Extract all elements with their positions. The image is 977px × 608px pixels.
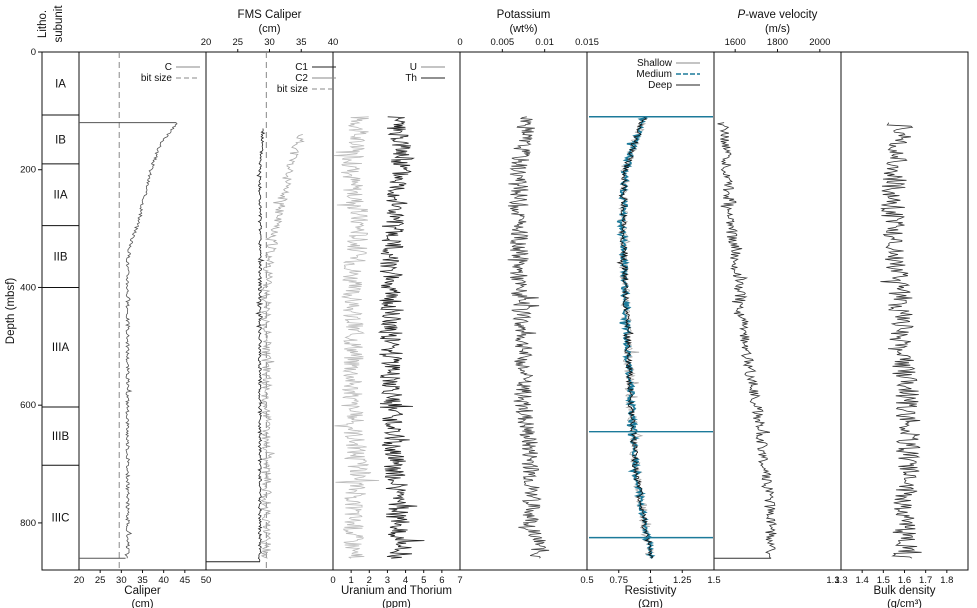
bottom-tick-label: 1.6 bbox=[898, 575, 911, 586]
legend-label-1: C1 bbox=[295, 62, 308, 73]
vp-curve bbox=[717, 122, 778, 559]
top-axis-unit-5: (m/s) bbox=[765, 23, 790, 35]
labels-layer: Depth (mbsf)Litho. subunitCaliper(cm)FMS … bbox=[5, 5, 936, 608]
legend-label-2: U bbox=[410, 62, 417, 73]
litho-unit-label: IIB bbox=[53, 252, 67, 264]
top-tick-label: 0.01 bbox=[535, 37, 554, 48]
bottom-tick-label: 1.3 bbox=[834, 575, 847, 586]
top-axis-title-3: Potassium bbox=[497, 9, 551, 21]
extra-tick-label: 50 bbox=[201, 575, 212, 586]
legend-label-4: Medium bbox=[636, 69, 672, 80]
litho-unit-label: IIIA bbox=[52, 342, 70, 354]
top-tick-label: 25 bbox=[232, 37, 243, 48]
caliper-curve bbox=[124, 122, 178, 559]
bottom-axis-unit-0: (cm) bbox=[132, 598, 154, 608]
plot-frame bbox=[41, 51, 969, 571]
fms-c1-curve bbox=[255, 128, 266, 562]
bottom-tick-label: 0 bbox=[330, 575, 335, 586]
depth-tick-label: 200 bbox=[20, 165, 36, 176]
legend-label-1: C2 bbox=[295, 73, 308, 84]
bottom-tick-label: 1.4 bbox=[856, 575, 869, 586]
litho-unit-label: IIA bbox=[53, 190, 67, 202]
top-tick-label: 2000 bbox=[809, 37, 830, 48]
depth-tick-label: 800 bbox=[20, 518, 36, 529]
bottom-axis-title-4: Resistivity bbox=[625, 585, 677, 597]
top-axis-unit-3: (wt%) bbox=[509, 23, 537, 35]
litho-unit-label: IIIC bbox=[52, 513, 70, 525]
depth-tick-label: 400 bbox=[20, 282, 36, 293]
bottom-tick-label: 1 bbox=[648, 575, 653, 586]
bottom-tick-label: 4 bbox=[403, 575, 408, 586]
top-tick-label: 1600 bbox=[725, 37, 746, 48]
bottom-tick-label: 5 bbox=[421, 575, 426, 586]
extra-tick-label: 1.3 bbox=[826, 575, 839, 586]
bottom-axis-unit-4: (Ωm) bbox=[638, 598, 663, 608]
litho-column: IA IB IIA IIB IIIA IIIB IIIC bbox=[42, 78, 79, 525]
resistivity-deep-curve bbox=[616, 116, 654, 559]
legend-label-4: Deep bbox=[648, 80, 672, 91]
legend-label-4: Shallow bbox=[637, 58, 673, 69]
top-tick-label: 40 bbox=[328, 37, 339, 48]
top-tick-label: 0.015 bbox=[575, 37, 599, 48]
fms-c2-curve bbox=[258, 134, 305, 559]
bottom-tick-label: 0.75 bbox=[610, 575, 629, 586]
top-axis-unit-1: (cm) bbox=[259, 23, 281, 35]
bottom-tick-label: 3 bbox=[385, 575, 390, 586]
bottom-tick-label: 25 bbox=[95, 575, 106, 586]
curves-layer bbox=[79, 52, 922, 570]
bottom-axis-unit-6: (g/cm³) bbox=[887, 598, 922, 608]
depth-tick-label: 600 bbox=[20, 400, 36, 411]
bottom-axis-unit-2: (ppm) bbox=[382, 598, 411, 608]
resistivity-medium-curve bbox=[616, 116, 656, 559]
bottom-tick-label: 0.5 bbox=[580, 575, 593, 586]
litho-unit-label: IB bbox=[55, 134, 66, 146]
bottom-tick-label: 20 bbox=[74, 575, 85, 586]
bottom-tick-label: 2 bbox=[367, 575, 372, 586]
potassium-curve bbox=[507, 116, 550, 559]
bottom-tick-label: 6 bbox=[439, 575, 444, 586]
depth-tick-label: 0 bbox=[31, 47, 36, 58]
top-tick-label: 20 bbox=[201, 37, 212, 48]
legend-label-1: bit size bbox=[277, 84, 309, 95]
depth-axis-label: Depth (mbsf) bbox=[5, 278, 17, 345]
uranium-curve bbox=[333, 116, 380, 559]
litho-unit-label: IA bbox=[55, 78, 66, 90]
bottom-tick-label: 1 bbox=[348, 575, 353, 586]
extra-tick-label: 1.5 bbox=[707, 575, 720, 586]
top-tick-label: 0 bbox=[457, 37, 462, 48]
litho-unit-label: IIIB bbox=[52, 431, 70, 443]
density-curve bbox=[880, 122, 922, 559]
top-tick-label: 30 bbox=[264, 37, 275, 48]
top-tick-label: 0.005 bbox=[490, 37, 514, 48]
top-tick-label: 1800 bbox=[767, 37, 788, 48]
bottom-axis-title-0: Caliper bbox=[124, 585, 161, 597]
top-axis-title-5: P-wave velocity bbox=[738, 9, 818, 21]
top-axis-title-1: FMS Caliper bbox=[238, 9, 302, 21]
litho-header-1: Litho. bbox=[37, 10, 49, 38]
bottom-tick-label: 1.25 bbox=[673, 575, 692, 586]
bottom-axis-title-6: Bulk density bbox=[873, 585, 935, 597]
bottom-tick-label: 1.7 bbox=[919, 575, 932, 586]
litho-header-2: subunit bbox=[53, 5, 65, 43]
extra-tick-label: 7 bbox=[457, 575, 462, 586]
bottom-axis-title-2: Uranium and Thorium bbox=[341, 585, 452, 597]
bottom-tick-label: 1.8 bbox=[940, 575, 953, 586]
legend-label-0: bit size bbox=[141, 73, 173, 84]
legend-label-2: Th bbox=[405, 73, 417, 84]
top-tick-label: 35 bbox=[296, 37, 307, 48]
bottom-tick-label: 35 bbox=[137, 575, 148, 586]
bottom-tick-label: 30 bbox=[116, 575, 127, 586]
bottom-tick-label: 1.5 bbox=[877, 575, 890, 586]
bottom-tick-label: 45 bbox=[180, 575, 191, 586]
bottom-tick-label: 40 bbox=[158, 575, 169, 586]
thorium-curve bbox=[378, 116, 425, 559]
legend-label-0: C bbox=[165, 62, 172, 73]
frame-layer bbox=[41, 51, 969, 571]
